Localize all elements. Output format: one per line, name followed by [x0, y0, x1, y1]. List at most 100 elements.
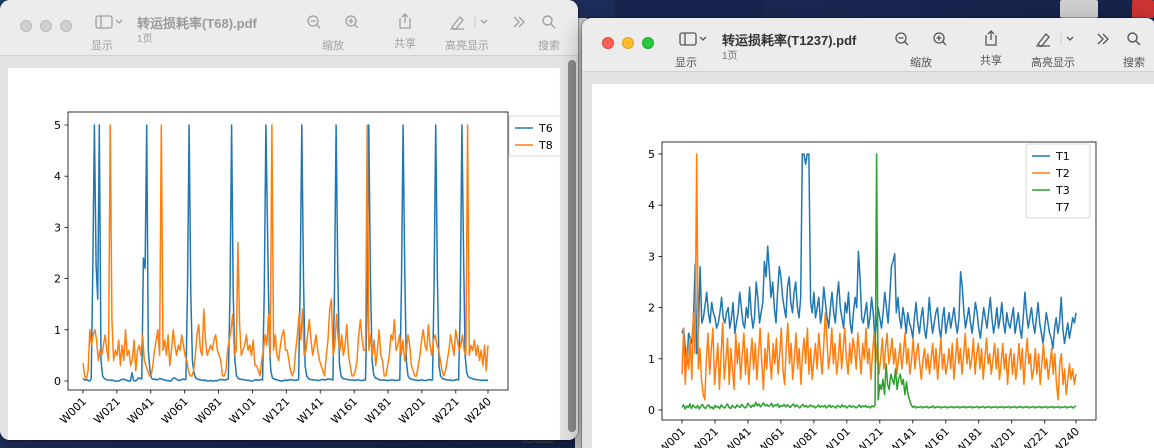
- document-area[interactable]: 0 1 2 3 4 5 W001 W021 W041 W061 W081 W101 W121 W141 W1…: [582, 72, 1154, 448]
- view-toggle-button[interactable]: 显示: [675, 31, 708, 70]
- zoom-in-icon[interactable]: [344, 14, 360, 30]
- titlebar: 显示 转运损耗率(T1237).pdf 1页 缩放 共享 高亮显示 搜索: [582, 18, 1154, 72]
- x-tick-label: W041: [722, 425, 754, 448]
- traffic-lights: [20, 20, 72, 32]
- pen-icon: [1036, 33, 1074, 47]
- y-tick-label: 2: [54, 273, 61, 286]
- x-tick-label: W141: [887, 425, 919, 448]
- highlight-button[interactable]: 高亮显示: [1031, 31, 1078, 70]
- share-button[interactable]: 共享: [394, 12, 416, 51]
- legend-label-T1: T1: [1055, 150, 1070, 163]
- y-tick-label: 1: [54, 324, 61, 337]
- traffic-lights: [602, 37, 654, 49]
- x-tick-label: W221: [1019, 425, 1051, 448]
- pdf-page: 0 1 2 3 4 5 W001 W021 W041 W061 W081 W101 W121 W141 W1…: [592, 84, 1154, 448]
- zoom-window-button[interactable]: [60, 20, 72, 32]
- zoom-window-button[interactable]: [642, 37, 654, 49]
- view-label: 显示: [91, 40, 113, 52]
- zoom-controls: 缩放: [306, 14, 360, 53]
- more-toolbar-button[interactable]: [511, 14, 527, 30]
- x-tick-label: W201: [986, 425, 1018, 448]
- x-tick-label: W221: [430, 395, 462, 427]
- x-tick-label: W161: [920, 425, 952, 448]
- sidebar-icon: [95, 15, 123, 29]
- document-title: 转运损耗率(T68).pdf: [137, 16, 257, 31]
- search-icon: [1127, 32, 1141, 46]
- view-label: 显示: [675, 57, 697, 69]
- view-toggle-button[interactable]: 显示: [91, 14, 124, 53]
- x-tick-label: W021: [91, 395, 123, 427]
- pdf-page: 0 1 2 3 4 5 W001 W021 W041 W061 W081 W101 W121 W141 W1…: [8, 68, 560, 440]
- legend-box: [1025, 143, 1091, 219]
- x-tick-label: W181: [953, 425, 985, 448]
- x-tick-label: W041: [125, 395, 157, 427]
- plot-frame: [67, 111, 509, 391]
- x-tick-label: W061: [755, 425, 787, 448]
- y-tick-label: 0: [54, 375, 61, 388]
- y-tick-label: 2: [648, 302, 655, 315]
- series-line-T2: [681, 153, 1077, 401]
- x-tick-label: W121: [261, 395, 293, 427]
- preview-window-right: 显示 转运损耗率(T1237).pdf 1页 缩放 共享 高亮显示 搜索: [582, 18, 1154, 448]
- zoom-label: 缩放: [910, 57, 932, 69]
- legend-label-T8: T8: [538, 139, 553, 152]
- highlight-button[interactable]: 高亮显示: [445, 14, 492, 53]
- preview-window-left: 显示 转运损耗率(T68).pdf 1页 缩放 共享 高亮显示 搜索 0: [0, 0, 578, 440]
- legend-label-T3: T3: [1055, 184, 1070, 197]
- x-tick-label: W081: [788, 425, 820, 448]
- background-window-chip: [1060, 0, 1098, 18]
- y-tick-label: 3: [54, 221, 61, 234]
- titlebar: 显示 转运损耗率(T68).pdf 1页 缩放 共享 高亮显示 搜索: [0, 0, 578, 56]
- x-tick-label: W240: [462, 395, 494, 427]
- series-line-T1: [681, 153, 1077, 365]
- search-icon: [542, 15, 556, 29]
- search-label: 搜索: [1123, 57, 1145, 69]
- close-button[interactable]: [602, 37, 614, 49]
- zoom-in-icon[interactable]: [932, 31, 948, 47]
- series-line-T8: [82, 124, 489, 380]
- x-tick-label: W101: [821, 425, 853, 448]
- y-tick-label: 1: [648, 353, 655, 366]
- share-button[interactable]: 共享: [980, 29, 1002, 68]
- x-tick-label: W181: [362, 395, 394, 427]
- vertical-scrollbar[interactable]: [568, 60, 576, 432]
- share-icon: [985, 30, 997, 46]
- document-area[interactable]: 0 1 2 3 4 5 W001 W021 W041 W061 W081 W101 W121 W141 W1…: [0, 56, 578, 440]
- legend-box: [508, 115, 560, 157]
- share-icon: [399, 13, 411, 29]
- x-tick-label: W101: [227, 395, 259, 427]
- x-tick-label: W240: [1050, 425, 1082, 448]
- legend-label-T6: T6: [538, 122, 553, 135]
- highlight-label: 高亮显示: [445, 40, 489, 52]
- y-tick-label: 5: [648, 148, 655, 161]
- minimize-button[interactable]: [40, 20, 52, 32]
- y-tick-label: 4: [54, 170, 61, 183]
- y-tick-label: 0: [648, 404, 655, 417]
- search-button[interactable]: 搜索: [1123, 31, 1145, 70]
- zoom-out-icon[interactable]: [306, 14, 322, 30]
- minimize-button[interactable]: [622, 37, 634, 49]
- x-tick-label: W141: [295, 395, 327, 427]
- page-count: 1页: [137, 34, 153, 45]
- zoom-label: 缩放: [322, 40, 344, 52]
- y-tick-label: 3: [648, 250, 655, 263]
- search-button[interactable]: 搜索: [538, 14, 560, 53]
- background-window-chip: [1132, 0, 1154, 18]
- x-tick-label: W001: [656, 425, 688, 448]
- document-title: 转运损耗率(T1237).pdf: [722, 33, 857, 48]
- plot-frame: [661, 141, 1097, 421]
- pen-icon: [450, 16, 488, 30]
- background-window-chip: [615, 0, 765, 18]
- y-tick-label: 4: [648, 199, 655, 212]
- series-line-T6: [82, 124, 489, 382]
- x-tick-label: W081: [193, 395, 225, 427]
- chevron-double-right-icon: [1097, 33, 1109, 45]
- zoom-out-icon[interactable]: [894, 31, 910, 47]
- x-tick-label: W121: [854, 425, 886, 448]
- more-toolbar-button[interactable]: [1095, 31, 1111, 47]
- share-label: 共享: [980, 55, 1002, 67]
- share-label: 共享: [394, 38, 416, 50]
- close-button[interactable]: [20, 20, 32, 32]
